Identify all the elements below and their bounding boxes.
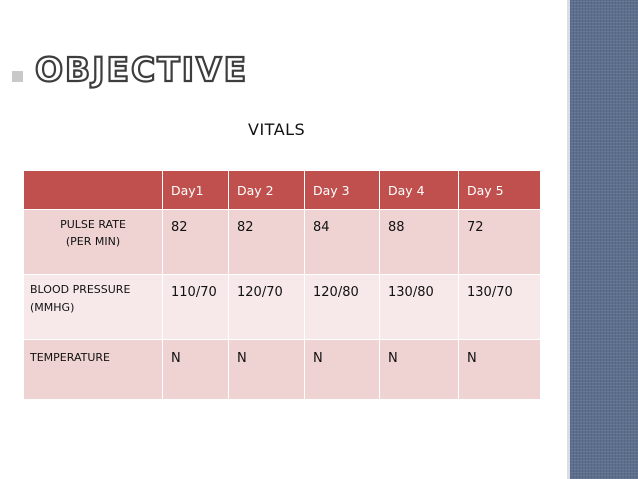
- row-label-line1: BLOOD PRESSURE: [30, 283, 131, 296]
- row-label-line1: PULSE RATE: [60, 218, 126, 231]
- table-cell: 88: [379, 209, 459, 275]
- row-label-line1: TEMPERATURE: [30, 351, 110, 364]
- table-row-temperature: TEMPERATURE N N N N N: [23, 339, 541, 400]
- table-caption: VITALS: [248, 120, 306, 139]
- row-label-line2: (MMHG): [30, 301, 75, 314]
- slide-title: Objective: [34, 50, 249, 89]
- header-cell-day2: Day 2: [228, 170, 305, 210]
- header-cell-day5: Day 5: [458, 170, 541, 210]
- table-row-pulse-rate: PULSE RATE (PER MIN) 82 82 84 88 72: [23, 209, 541, 275]
- table-cell: 82: [162, 209, 229, 275]
- table-cell: N: [162, 339, 229, 400]
- decorative-sidebar: [570, 0, 638, 479]
- table-cell: 82: [228, 209, 305, 275]
- row-label-temperature: TEMPERATURE: [23, 339, 163, 400]
- table-cell: 110/70: [162, 274, 229, 340]
- table-cell: 72: [458, 209, 541, 275]
- header-cell-empty: [23, 170, 163, 210]
- row-label-pulse-rate: PULSE RATE (PER MIN): [23, 209, 163, 275]
- row-label-line2: (PER MIN): [65, 235, 121, 248]
- header-cell-day1: Day1: [162, 170, 229, 210]
- table-cell: 84: [304, 209, 380, 275]
- table-cell: 130/70: [458, 274, 541, 340]
- table-cell: N: [458, 339, 541, 400]
- header-cell-day4: Day 4: [379, 170, 459, 210]
- title-bullet: [12, 71, 23, 82]
- sidebar-divider: [567, 0, 570, 479]
- vitals-table: Day1 Day 2 Day 3 Day 4 Day 5 PULSE RATE …: [23, 170, 541, 400]
- header-row: Day1 Day 2 Day 3 Day 4 Day 5: [23, 170, 541, 210]
- row-label-blood-pressure: BLOOD PRESSURE (MMHG): [23, 274, 163, 340]
- table-row-blood-pressure: BLOOD PRESSURE (MMHG) 110/70 120/70 120/…: [23, 274, 541, 340]
- header-cell-day3: Day 3: [304, 170, 380, 210]
- table-cell: 130/80: [379, 274, 459, 340]
- table-cell: N: [379, 339, 459, 400]
- table-cell: 120/80: [304, 274, 380, 340]
- table-cell: N: [304, 339, 380, 400]
- table-cell: N: [228, 339, 305, 400]
- table-cell: 120/70: [228, 274, 305, 340]
